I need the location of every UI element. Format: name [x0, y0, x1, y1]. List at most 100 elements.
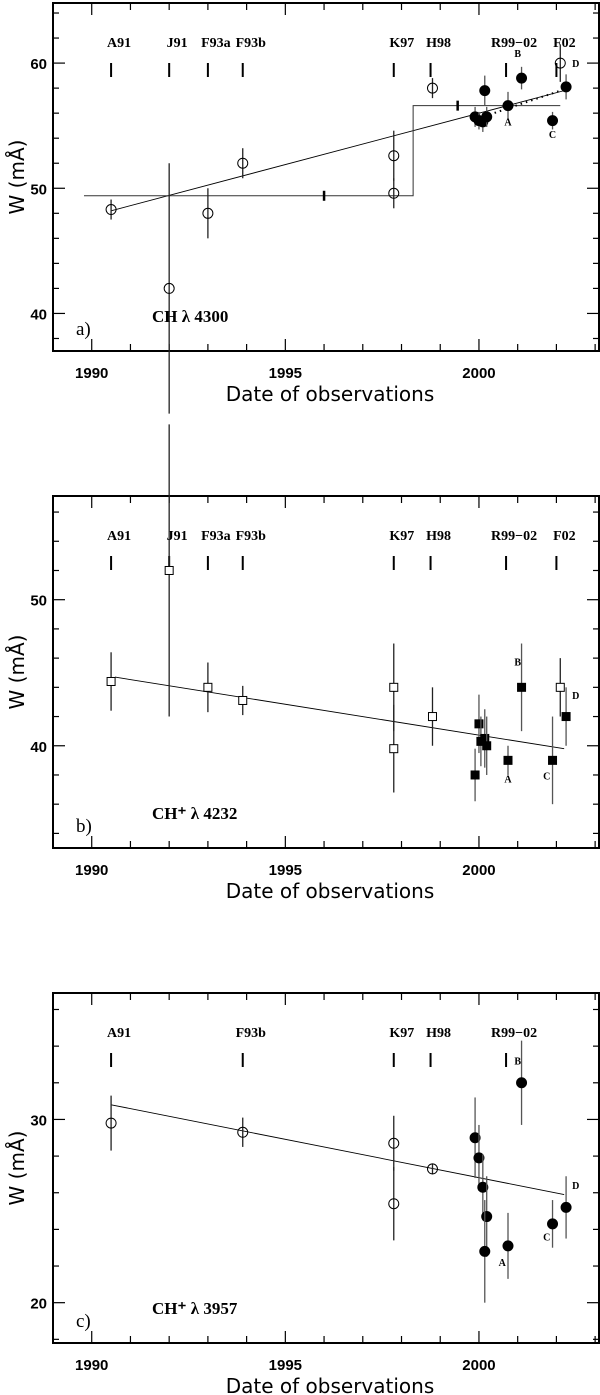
- y-axis-label: W (mÅ): [5, 635, 29, 710]
- data-point-open: [389, 682, 399, 692]
- data-point-filled: [560, 1201, 572, 1213]
- reference-label: F93b: [236, 1026, 267, 1041]
- reference-label: F93b: [236, 36, 267, 51]
- point-label: D: [572, 691, 579, 702]
- reference-label: H98: [426, 1026, 451, 1041]
- point-label: B: [514, 1056, 521, 1067]
- linear-fit-line: [114, 676, 565, 750]
- reference-label: A91: [107, 1026, 131, 1041]
- data-point-filled: [502, 100, 514, 112]
- dotted-fit-line: [478, 88, 565, 120]
- reference-label: R99−02: [491, 1026, 537, 1041]
- y-axis-label: W (mÅ): [5, 140, 29, 215]
- data-point-open: [388, 187, 400, 199]
- plot-frame: [52, 992, 600, 1344]
- data-point-filled: [503, 755, 513, 765]
- data-point-open: [555, 682, 565, 692]
- data-point-filled: [517, 682, 527, 692]
- point-label: B: [514, 49, 521, 60]
- data-point-open: [389, 744, 399, 754]
- linear-fit-line: [110, 1104, 565, 1196]
- reference-label: J91: [167, 529, 188, 544]
- x-tick-label: 1995: [269, 862, 302, 879]
- point-label: A: [499, 1258, 507, 1269]
- data-point-filled: [470, 770, 480, 780]
- y-tick-label: 50: [30, 181, 47, 198]
- reference-label: A91: [107, 36, 131, 51]
- y-tick-label: 20: [30, 1296, 47, 1313]
- data-point-filled: [560, 81, 572, 93]
- y-axis-label: W (mÅ): [5, 1131, 29, 1206]
- y-tick-label: 40: [30, 306, 47, 323]
- linear-fit-line: [110, 90, 565, 212]
- panel-b: 1990 1995 2000 40 50 Date of observations W (m…: [5, 424, 600, 903]
- reference-label: J91: [167, 36, 188, 51]
- point-label: A: [504, 118, 512, 129]
- data-point-open: [203, 682, 213, 692]
- point-label: C: [543, 771, 550, 782]
- data-point-filled: [481, 111, 493, 123]
- point-label: B: [514, 657, 521, 668]
- x-tick-label: 1990: [75, 862, 108, 879]
- x-axis-label: Date of observations: [226, 382, 435, 406]
- reference-label: F02: [553, 529, 576, 544]
- point-label: A: [504, 774, 512, 785]
- panel-label: a): [76, 319, 91, 340]
- reference-label: F93a: [201, 36, 231, 51]
- data-point-open: [238, 695, 248, 705]
- reference-label: H98: [426, 36, 451, 51]
- data-point-open: [237, 157, 249, 169]
- panel-c: 1990 1995 2000 20 30 Date of observations W (m…: [5, 992, 600, 1395]
- point-label: D: [572, 59, 579, 70]
- data-point-open: [106, 676, 116, 686]
- x-tick-label: 1990: [75, 1357, 108, 1374]
- plot-frame: [52, 495, 600, 849]
- point-label: C: [549, 130, 556, 141]
- data-point-filled: [479, 1245, 491, 1257]
- plot-frame: [52, 2, 600, 352]
- data-point-filled: [482, 741, 492, 751]
- y-tick-label: 30: [30, 1112, 47, 1129]
- x-tick-label: 1995: [269, 365, 302, 382]
- data-point-open: [388, 150, 400, 162]
- x-tick-label: 2000: [462, 862, 495, 879]
- data-point-open: [237, 1126, 249, 1138]
- reference-label: R99−02: [491, 36, 537, 51]
- x-tick-label: 2000: [462, 1357, 495, 1374]
- reference-label: K97: [389, 1026, 414, 1041]
- x-tick-label: 1995: [269, 1357, 302, 1374]
- panel-label: b): [76, 816, 92, 837]
- x-axis-label: Date of observations: [226, 1374, 435, 1395]
- data-point-filled: [479, 85, 491, 97]
- reference-label: K97: [389, 36, 414, 51]
- panel-label: c): [76, 1311, 91, 1332]
- data-point-filled: [516, 72, 528, 84]
- data-point-open: [388, 1137, 400, 1149]
- data-point-filled: [481, 1211, 493, 1223]
- step-fit-line: [83, 105, 561, 197]
- y-tick-label: 40: [30, 739, 47, 756]
- data-point-open: [426, 1163, 438, 1175]
- species-annotation: CH λ 4300: [152, 307, 228, 326]
- reference-label: F93a: [201, 529, 231, 544]
- y-tick-label: 60: [30, 56, 47, 73]
- data-point-open: [554, 57, 566, 69]
- x-tick-label: 1990: [75, 365, 108, 382]
- data-point-filled: [469, 1132, 481, 1144]
- reference-label: A91: [107, 529, 131, 544]
- data-point-open: [163, 282, 175, 294]
- data-point-filled: [502, 1240, 514, 1252]
- panel-a: 1990 1995 2000 40 50 60 Date of observations W …: [5, 2, 600, 414]
- data-point-filled: [547, 1218, 559, 1230]
- data-point-open: [105, 1117, 117, 1129]
- data-point-open: [105, 204, 117, 216]
- data-point-open: [426, 82, 438, 94]
- data-point-open: [427, 712, 437, 722]
- reference-label: F02: [553, 36, 576, 51]
- reference-label: R99−02: [491, 529, 537, 544]
- species-annotation: CH⁺ λ 4232: [152, 804, 237, 823]
- data-point-filled: [474, 719, 484, 729]
- data-point-filled: [548, 755, 558, 765]
- data-point-filled: [547, 115, 559, 127]
- point-label: D: [572, 1181, 579, 1192]
